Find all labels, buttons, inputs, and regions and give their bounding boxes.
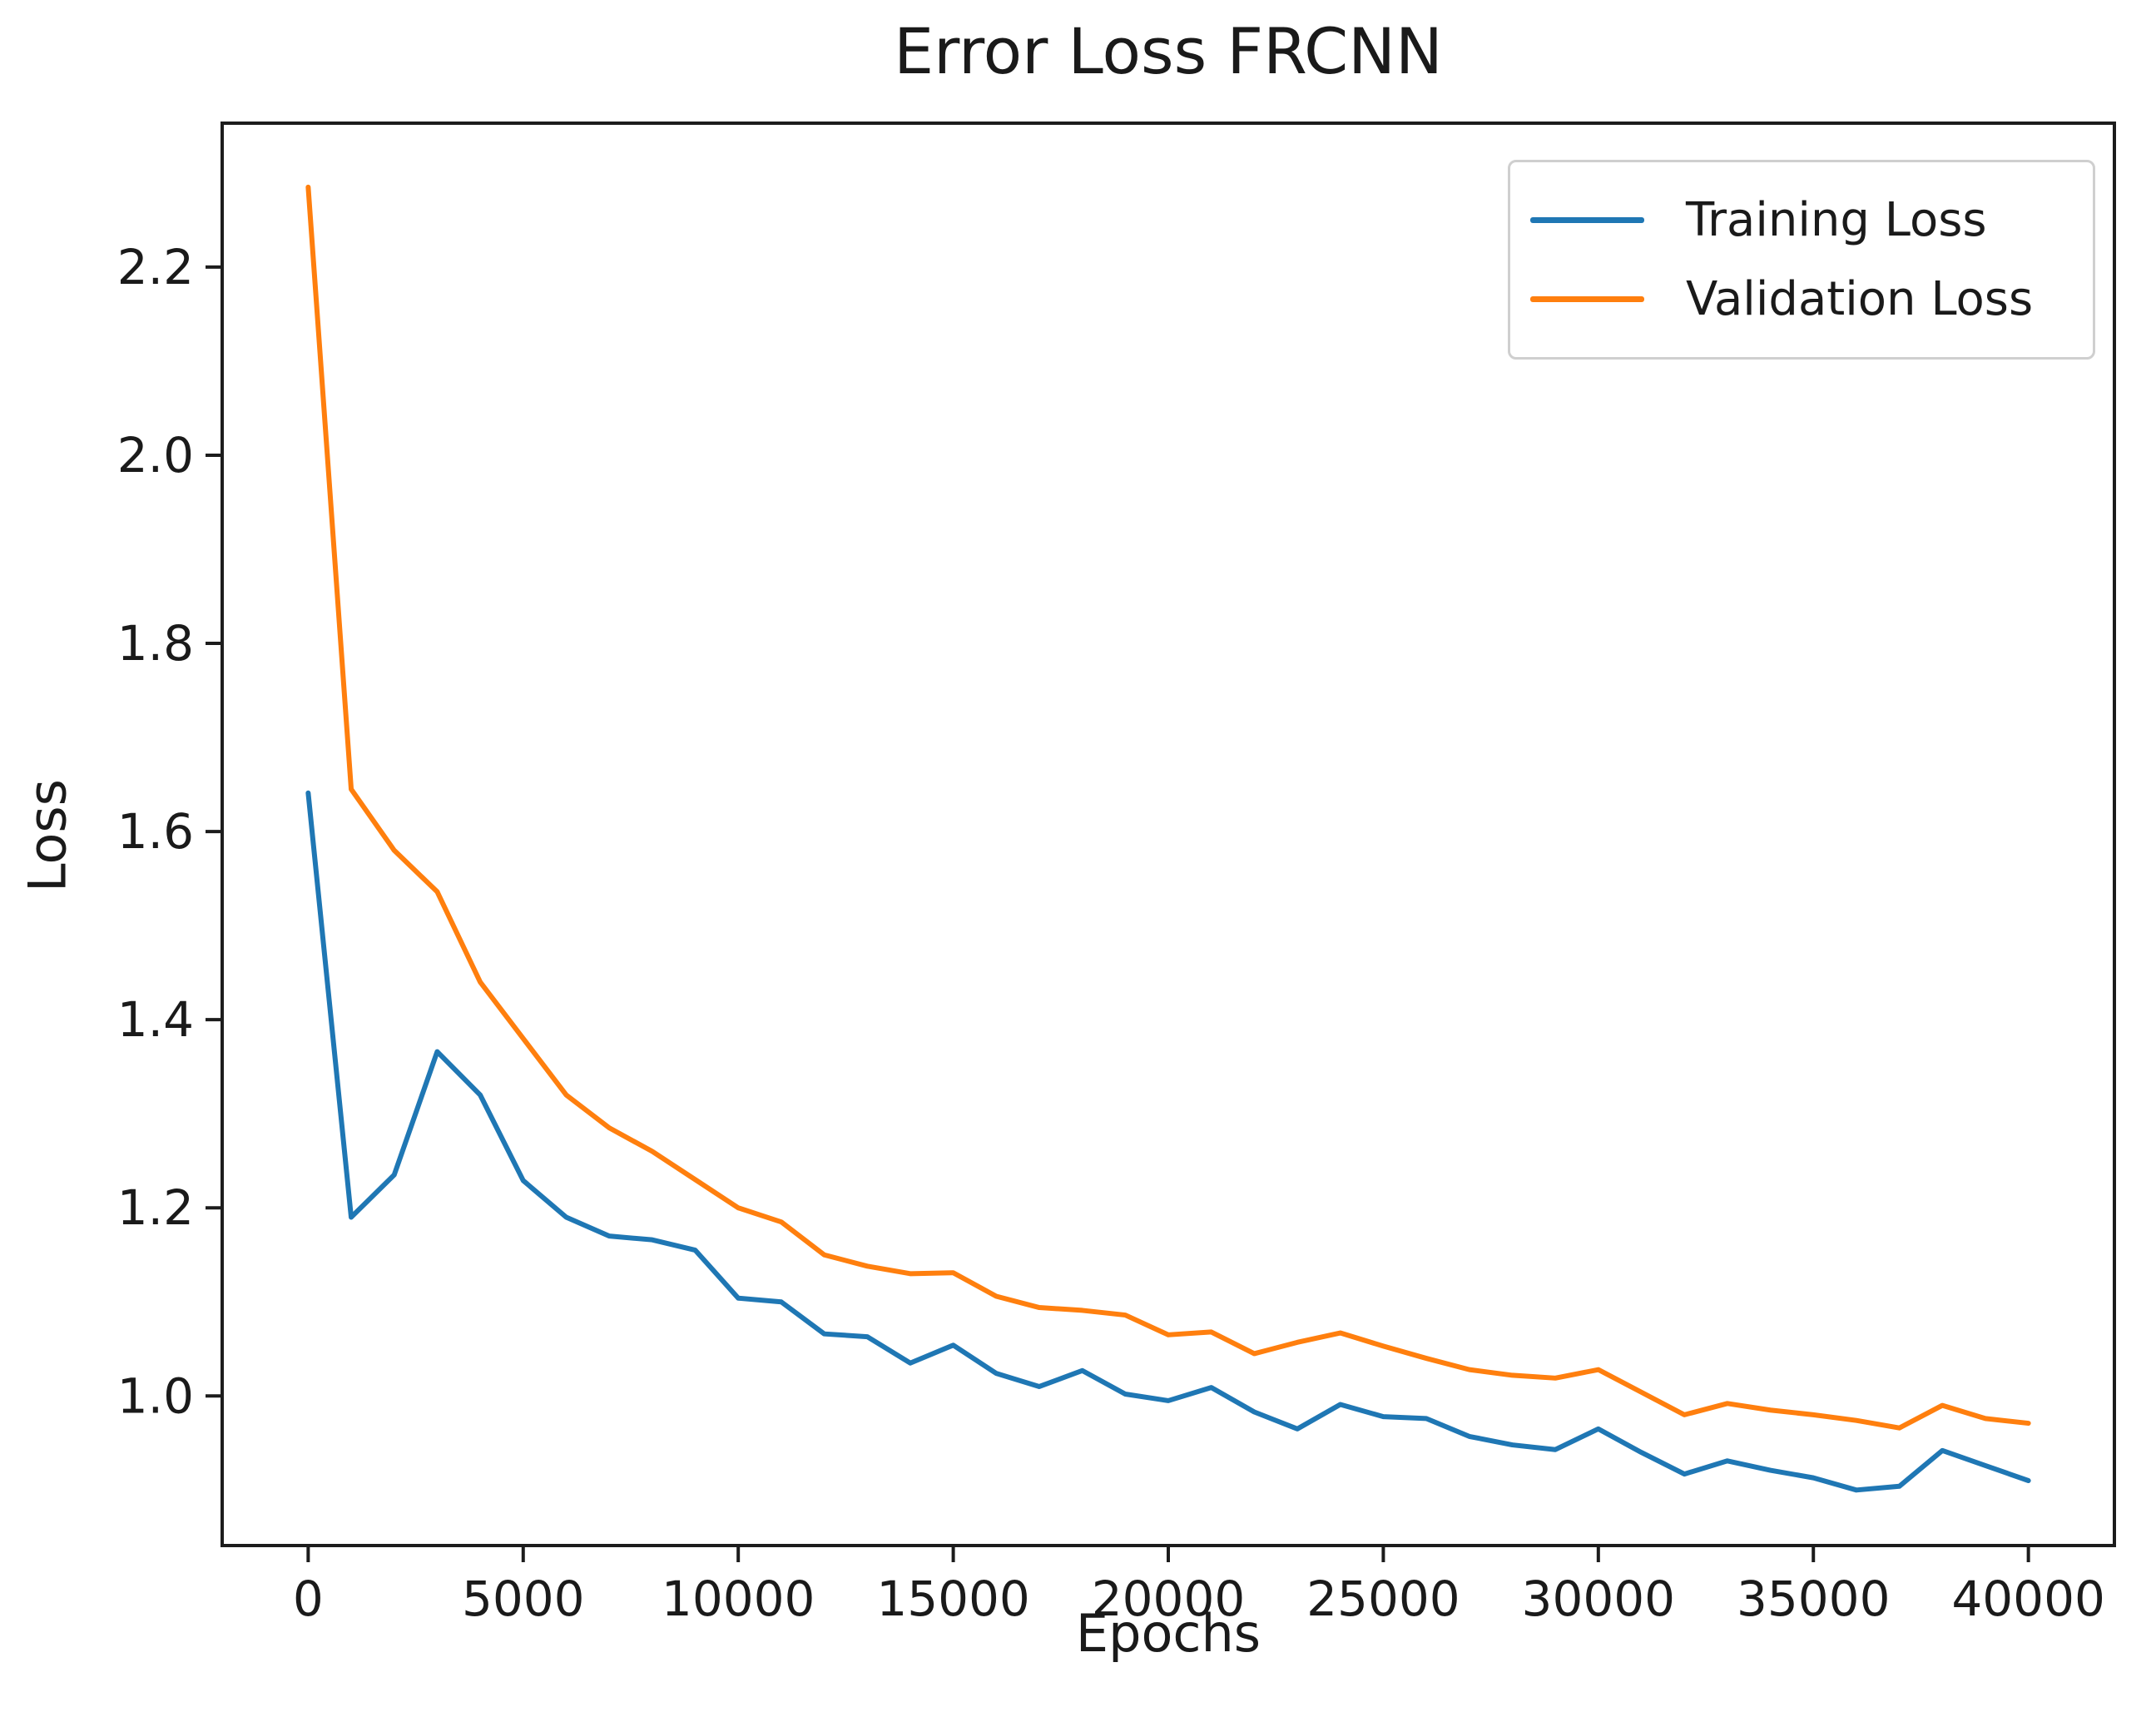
training-loss-legend-label: Training Loss: [1686, 193, 1987, 247]
chart-title: Error Loss FRCNN: [894, 14, 1443, 88]
legend-item-validation-loss: Validation Loss: [1530, 272, 2073, 326]
y-tick-label: 1.0: [117, 1367, 194, 1424]
y-tick-label: 2.2: [117, 239, 194, 295]
y-tick-label: 1.4: [117, 991, 194, 1048]
x-tick-label: 40000: [1951, 1571, 2105, 1627]
validation-loss-legend-label: Validation Loss: [1686, 272, 2034, 326]
y-tick-label: 1.8: [117, 615, 194, 672]
x-tick-label: 25000: [1306, 1571, 1460, 1627]
validation-loss-line: [305, 184, 2031, 1431]
training-loss-line: [305, 790, 2031, 1493]
x-tick-label: 35000: [1737, 1571, 1891, 1627]
y-tick-label: 1.2: [117, 1179, 194, 1236]
x-tick-label: 5000: [462, 1571, 585, 1627]
x-tick-label: 0: [293, 1571, 324, 1627]
y-tick-label: 1.6: [117, 803, 194, 860]
x-tick-label: 30000: [1522, 1571, 1676, 1627]
x-tick-label: 20000: [1092, 1571, 1246, 1627]
legend-item-training-loss: Training Loss: [1530, 193, 2073, 247]
x-tick-label: 15000: [876, 1571, 1030, 1627]
legend-box: Training Loss Validation Loss: [1508, 160, 2095, 360]
x-tick-label: 10000: [662, 1571, 815, 1627]
y-axis-label: Loss: [17, 779, 78, 892]
training-loss-line-swatch: [1530, 217, 1644, 223]
x-axis-label: Epochs: [1075, 1603, 1261, 1664]
validation-loss-line-swatch: [1530, 296, 1644, 302]
y-tick-label: 2.0: [117, 427, 194, 484]
